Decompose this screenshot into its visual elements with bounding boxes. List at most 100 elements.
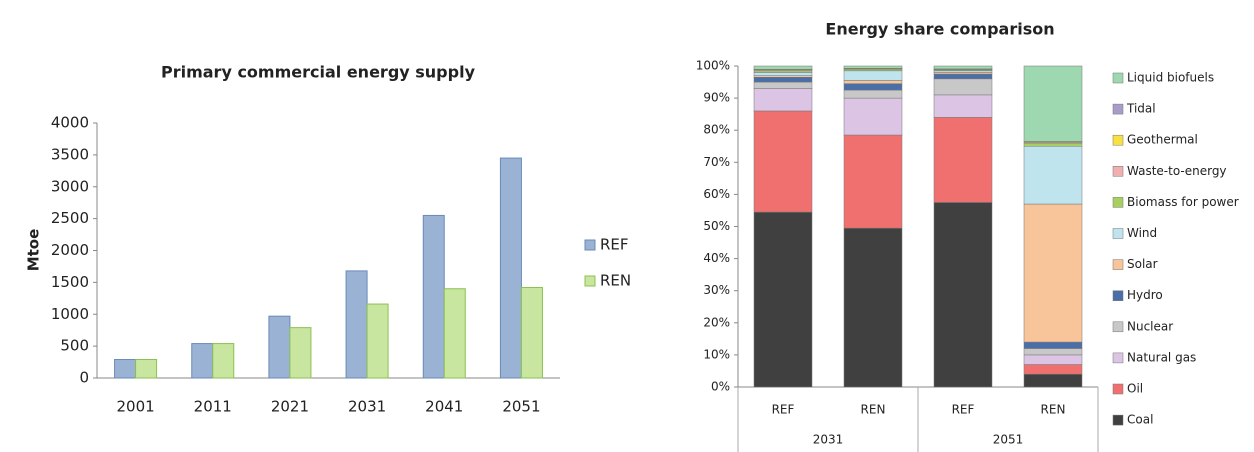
y-tick-label: 70% — [703, 155, 730, 169]
x-tick-label: 2051 — [502, 398, 540, 416]
legend-swatch — [1112, 103, 1124, 115]
bar — [268, 315, 291, 379]
bar-segment — [843, 97, 903, 136]
bar — [212, 343, 235, 379]
bar — [345, 270, 368, 379]
bar-segment — [933, 202, 993, 388]
bar-segment — [1023, 203, 1083, 343]
bar-segment — [753, 76, 813, 83]
legend-swatch — [1112, 290, 1124, 301]
bar-segment — [843, 70, 903, 81]
y-tick-label: 500 — [60, 337, 89, 355]
bar-segment — [753, 65, 813, 70]
x-tick-label: REF — [952, 403, 975, 417]
y-tick-label: 80% — [703, 123, 730, 137]
y-tick-label: 0% — [711, 380, 730, 394]
legend-label: Natural gas — [1127, 350, 1196, 364]
bar-segment — [843, 227, 903, 388]
legend-label: REF — [600, 236, 629, 254]
bar-segment — [933, 78, 993, 96]
bar-segment — [1023, 65, 1083, 142]
legend-swatch — [1112, 383, 1124, 395]
legend-swatch — [1112, 72, 1124, 84]
legend-label: Liquid biofuels — [1127, 71, 1214, 85]
legend-swatch — [1112, 228, 1124, 239]
bar-segment — [843, 83, 903, 91]
y-tick-label: 1000 — [51, 305, 89, 323]
bar-segment — [933, 65, 993, 70]
x-tick-label: REF — [772, 403, 795, 417]
bar-segment — [1023, 348, 1083, 356]
bar-segment — [843, 80, 903, 84]
legend-swatch — [1112, 414, 1124, 426]
bar — [499, 157, 522, 379]
legend-swatch — [1112, 321, 1124, 333]
bar — [366, 303, 389, 379]
bar-segment — [933, 94, 993, 118]
bar-segment — [753, 110, 813, 213]
y-tick-label: 10% — [703, 347, 730, 361]
legend-label: REN — [600, 272, 631, 290]
bar-segment — [1023, 142, 1083, 147]
bar — [135, 359, 158, 379]
legend-label: Solar — [1127, 257, 1158, 271]
chart-title: Primary commercial energy supply — [161, 63, 476, 82]
bar — [289, 327, 312, 379]
legend-swatch — [1112, 259, 1124, 270]
bar-segment — [753, 72, 813, 76]
legend-label: Waste-to-energy — [1127, 164, 1227, 178]
y-tick-label: 60% — [703, 187, 730, 201]
x-tick-label: 2021 — [271, 398, 309, 416]
y-tick-label: 90% — [703, 91, 730, 105]
y-tick-label: 1500 — [51, 273, 89, 291]
legend-swatch — [1112, 352, 1124, 364]
y-tick-label: 4000 — [51, 114, 89, 132]
bar — [191, 343, 214, 379]
y-tick-label: 20% — [703, 315, 730, 329]
y-axis-label: Mtoe — [25, 229, 43, 272]
group-label: 2031 — [813, 433, 844, 447]
bar-segment — [1023, 354, 1083, 365]
legend-swatch — [584, 275, 596, 287]
x-tick-label: 2031 — [348, 398, 386, 416]
bar-segment — [933, 117, 993, 203]
bar — [520, 286, 543, 379]
y-tick-label: 50% — [703, 219, 730, 233]
y-tick-label: 2500 — [51, 209, 89, 227]
legend-label: Wind — [1127, 226, 1157, 240]
legend-label: Oil — [1127, 382, 1143, 396]
bar-segment — [1023, 146, 1083, 205]
legend-label: Tidal — [1126, 102, 1156, 116]
bar-segment — [753, 88, 813, 112]
y-tick-label: 40% — [703, 251, 730, 265]
x-tick-label: REN — [861, 403, 886, 417]
bar-segment — [933, 73, 993, 80]
bar — [422, 214, 445, 379]
bar — [443, 288, 466, 379]
bar-segment — [753, 211, 813, 388]
y-tick-label: 100% — [696, 59, 730, 73]
group-label: 2051 — [993, 433, 1024, 447]
bar-segment — [843, 89, 903, 99]
bar-segment — [843, 134, 903, 229]
legend-label: Biomass for power — [1127, 195, 1239, 209]
y-tick-label: 30% — [703, 283, 730, 297]
legend-swatch — [1112, 197, 1124, 208]
x-tick-label: 2011 — [194, 398, 232, 416]
legend-label: Nuclear — [1127, 319, 1173, 333]
y-tick-label: 3000 — [51, 177, 89, 195]
legend-swatch — [1112, 134, 1124, 146]
y-tick-label: 2000 — [51, 241, 89, 259]
bar-segment — [1023, 341, 1083, 349]
y-tick-label: 0 — [79, 369, 89, 387]
bar — [114, 359, 137, 379]
chart-title: Energy share comparison — [825, 20, 1054, 39]
x-tick-label: REN — [1041, 403, 1066, 417]
bar-segment — [843, 65, 903, 69]
x-tick-label: 2001 — [116, 398, 154, 416]
y-tick-label: 3500 — [51, 145, 89, 163]
legend-label: Hydro — [1127, 288, 1163, 302]
legend-label: Geothermal — [1127, 133, 1198, 147]
bar-segment — [1023, 364, 1083, 375]
